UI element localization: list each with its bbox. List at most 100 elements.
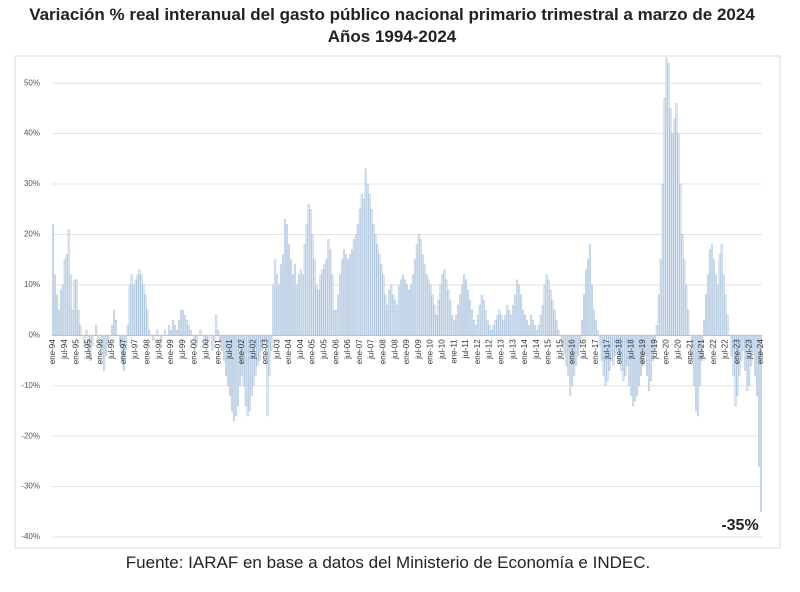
x-tick-label: jul-95 — [83, 339, 92, 360]
bar — [569, 335, 572, 397]
bar — [478, 304, 481, 336]
source-note: Fuente: IARAF en base a datos del Minist… — [126, 553, 650, 572]
bar — [482, 299, 485, 336]
x-tick-label: jul-07 — [367, 339, 376, 360]
y-tick-label: -10% — [21, 381, 40, 390]
bar — [579, 335, 582, 346]
bar — [539, 314, 542, 336]
x-tick-label: jul-03 — [272, 339, 281, 360]
bar — [419, 239, 422, 336]
bar — [470, 309, 473, 336]
x-tick-label: jul-18 — [626, 339, 635, 360]
bar — [565, 335, 568, 366]
bar — [455, 314, 458, 336]
x-tick-label: jul-17 — [603, 339, 612, 360]
bar — [347, 259, 349, 336]
bar — [697, 335, 700, 417]
y-tick-label: 0% — [28, 330, 40, 339]
bar — [746, 335, 749, 391]
bar — [152, 335, 155, 341]
bar — [286, 224, 289, 336]
bar — [447, 289, 450, 336]
y-tick-label: -20% — [21, 431, 40, 440]
x-tick-label: jul-96 — [107, 339, 116, 360]
bar — [417, 234, 420, 336]
bar — [301, 274, 304, 336]
bar — [55, 294, 58, 336]
bar — [343, 249, 346, 336]
bar — [466, 289, 469, 336]
annotation: -35% — [721, 517, 758, 534]
bar — [640, 335, 643, 376]
x-tick-label: ene-94 — [48, 339, 57, 364]
bar — [616, 335, 619, 351]
bar — [227, 335, 230, 386]
bar — [592, 309, 595, 336]
bar — [516, 279, 519, 336]
bar — [187, 325, 190, 336]
bar — [457, 304, 460, 336]
x-tick-label: ene-23 — [733, 339, 742, 364]
x-tick-label: jul-11 — [461, 339, 470, 360]
bar — [614, 335, 617, 356]
bar — [445, 279, 448, 336]
bar — [252, 335, 255, 386]
bar — [604, 335, 607, 386]
bar — [415, 244, 418, 336]
bar — [291, 274, 294, 336]
bar — [181, 309, 184, 336]
bar — [586, 259, 589, 336]
bar — [173, 325, 176, 336]
bar — [691, 335, 694, 361]
bar — [744, 335, 747, 371]
bar — [71, 309, 74, 336]
bar — [258, 335, 261, 361]
bar — [311, 234, 314, 336]
bar — [512, 304, 515, 336]
bar — [146, 309, 149, 336]
bar — [134, 279, 137, 336]
bar — [254, 335, 257, 376]
bar — [219, 335, 222, 341]
y-tick-label: -40% — [21, 532, 40, 541]
bar — [527, 325, 530, 336]
bar — [406, 284, 408, 336]
bar — [337, 294, 340, 336]
bar — [236, 335, 239, 407]
bar — [679, 183, 682, 336]
bar — [260, 335, 263, 351]
bar — [333, 309, 336, 336]
bar — [598, 335, 601, 346]
x-tick-label: jul-19 — [650, 339, 659, 360]
bar — [225, 335, 228, 376]
bar — [250, 335, 253, 397]
bar — [341, 259, 344, 336]
x-tick-label: ene-13 — [497, 339, 506, 364]
bar — [602, 335, 605, 376]
bar — [350, 249, 353, 336]
bar — [573, 335, 576, 376]
bar — [577, 335, 580, 356]
bar — [651, 335, 654, 361]
bar — [533, 325, 536, 336]
bar — [177, 319, 180, 336]
bar — [307, 204, 310, 336]
x-tick-label: jul-22 — [721, 339, 730, 360]
bar — [407, 289, 410, 336]
bar — [230, 335, 233, 412]
bar — [425, 274, 428, 336]
bar — [583, 294, 585, 336]
bar — [453, 319, 456, 336]
bar — [57, 309, 60, 336]
bar — [634, 335, 637, 402]
bar — [632, 335, 635, 407]
bar — [268, 335, 271, 376]
bar — [551, 299, 554, 336]
bar — [130, 274, 133, 336]
x-tick-label: jul-12 — [485, 339, 494, 360]
bar — [85, 330, 88, 336]
bar — [429, 284, 432, 336]
bar — [274, 259, 277, 336]
bar — [600, 335, 603, 361]
bar — [435, 314, 438, 336]
